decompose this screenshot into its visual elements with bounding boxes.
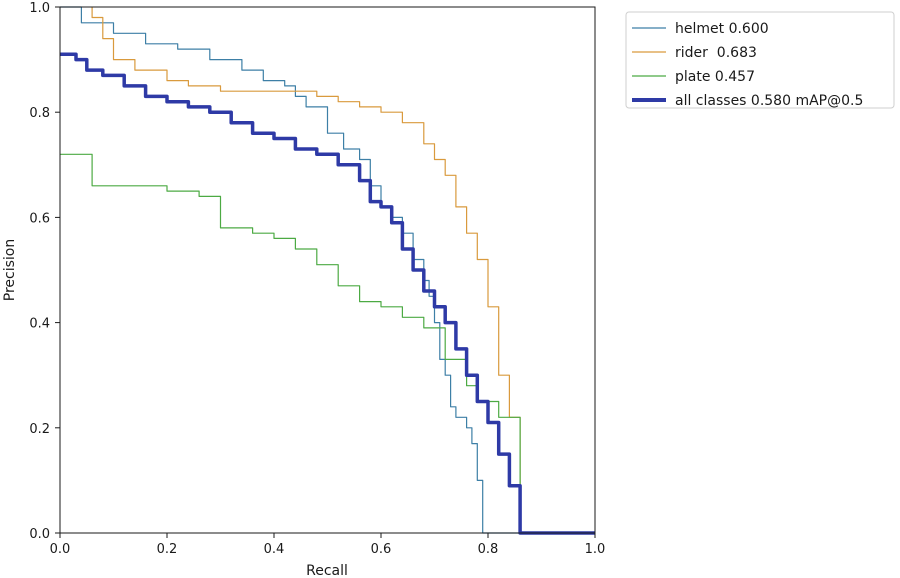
y-tick-label: 0.4 bbox=[29, 317, 50, 332]
y-tick-label: 0.0 bbox=[29, 527, 50, 542]
y-tick-label: 0.2 bbox=[29, 422, 50, 437]
plot-frame bbox=[59, 6, 596, 534]
legend: helmet 0.600 rider 0.683 plate 0.457 all cl… bbox=[625, 11, 895, 109]
legend-label-0: helmet 0.600 bbox=[675, 21, 769, 37]
x-axis-label: Recall bbox=[306, 563, 348, 578]
x-tick-label: 0.2 bbox=[157, 542, 178, 557]
y-axis: 0.0 0.2 0.4 0.6 0.8 1.0 bbox=[29, 1, 60, 542]
y-axis-label: Precision bbox=[2, 239, 18, 301]
x-tick-label: 0.6 bbox=[371, 542, 392, 557]
series-line-2 bbox=[60, 153, 595, 534]
x-axis: 0.0 0.2 0.4 0.6 0.8 1.0 bbox=[50, 533, 606, 557]
legend-label-1: rider 0.683 bbox=[675, 45, 757, 61]
y-tick-label: 0.6 bbox=[29, 211, 50, 226]
x-tick-label: 1.0 bbox=[585, 542, 606, 557]
series-line-3 bbox=[60, 52, 595, 535]
x-tick-label: 0.4 bbox=[264, 542, 285, 557]
y-tick-label: 0.8 bbox=[29, 106, 50, 121]
legend-label-3: all classes 0.580 mAP@0.5 bbox=[675, 93, 863, 109]
x-tick-label: 0.8 bbox=[478, 542, 499, 557]
y-tick-label: 1.0 bbox=[29, 1, 50, 16]
legend-label-2: plate 0.457 bbox=[675, 69, 755, 85]
series-line-1 bbox=[91, 7, 595, 534]
x-tick-label: 0.0 bbox=[50, 542, 71, 557]
series-layer bbox=[60, 6, 595, 535]
legend-box bbox=[625, 11, 895, 109]
